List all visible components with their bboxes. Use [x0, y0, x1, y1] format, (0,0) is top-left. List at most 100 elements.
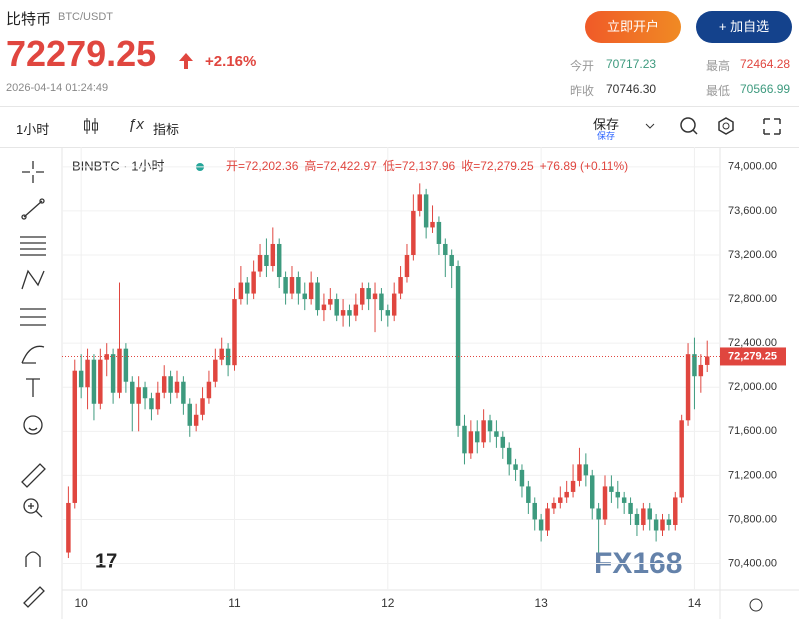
- candle-body: [455, 266, 461, 426]
- candle-body: [72, 370, 78, 503]
- candle-body: [481, 420, 486, 443]
- toolbar-icons: [645, 117, 781, 135]
- candle-body: [366, 288, 371, 300]
- open-account-button[interactable]: 立即开户: [585, 11, 681, 43]
- indicator-icon[interactable]: ƒx: [128, 116, 144, 133]
- candle-body: [315, 282, 320, 311]
- candle-body: [462, 425, 467, 454]
- candle-body: [513, 464, 518, 470]
- candle-body: [264, 254, 269, 267]
- chart-title: BINBTC · 1小时: [72, 158, 164, 173]
- candle-body: [468, 431, 474, 454]
- candle-body: [583, 464, 589, 476]
- candle-body: [117, 348, 122, 393]
- candle-body: [98, 359, 103, 404]
- drawing-tools: [20, 161, 46, 608]
- candle-body: [289, 277, 295, 294]
- candle-body: [506, 447, 512, 465]
- y-tick-label: 71,200.00: [728, 469, 777, 481]
- candle-body: [634, 513, 640, 525]
- candle-body: [443, 243, 448, 255]
- asset-symbol: BTC/USDT: [58, 11, 113, 23]
- candle-body: [423, 194, 429, 228]
- candle-body: [487, 420, 493, 432]
- candle-body: [85, 359, 90, 388]
- candle-body: [174, 381, 180, 393]
- stat-value: 70717.23: [606, 57, 657, 71]
- candle-body: [161, 376, 167, 393]
- y-tick-label: 74,000.00: [728, 161, 777, 173]
- price: 72279.25: [6, 33, 157, 74]
- candle-body: [296, 277, 301, 294]
- candle-body: [308, 282, 314, 300]
- price-change: +2.16%: [205, 53, 257, 70]
- ohlc-value: 低=72,137.96: [383, 159, 456, 173]
- save-button[interactable]: 保存: [593, 117, 620, 132]
- candle-body: [232, 299, 237, 366]
- stat-label: 今开: [570, 59, 595, 73]
- current-price-tag: [720, 347, 786, 366]
- candle-body: [340, 310, 346, 316]
- candle-body: [615, 491, 621, 498]
- candle-body: [641, 508, 646, 525]
- add-watch-button[interactable]: + 加自选: [696, 11, 792, 43]
- candle-body: [270, 243, 276, 267]
- candle-body: [200, 398, 205, 415]
- candle-body: [66, 502, 71, 553]
- candle-body: [181, 381, 186, 404]
- candle-body: [123, 348, 129, 382]
- chart-type-icon[interactable]: [82, 116, 100, 136]
- candle-body: [334, 299, 339, 316]
- x-tick-label: 13: [534, 596, 548, 610]
- candle-body: [602, 486, 608, 520]
- y-tick-label: 71,600.00: [728, 425, 777, 437]
- x-tick-label: 12: [381, 596, 395, 610]
- indicators-button[interactable]: 指标: [153, 122, 180, 137]
- candle-body: [628, 502, 633, 514]
- y-tick-label: 73,600.00: [728, 205, 777, 217]
- candle-body: [245, 282, 250, 294]
- y-tick-label: 72,400.00: [728, 337, 777, 349]
- settings-icon[interactable]: [749, 598, 763, 612]
- candle-body: [404, 254, 410, 278]
- candle-body: [130, 381, 135, 404]
- candle-body: [187, 403, 193, 426]
- candle-body: [398, 277, 403, 294]
- candle-body: [168, 376, 173, 393]
- candle-body: [621, 497, 627, 503]
- candle-body: [347, 310, 352, 316]
- candle-body: [698, 364, 704, 377]
- candle-body: [609, 486, 614, 492]
- candle-body: [321, 304, 327, 311]
- candle-body: [666, 519, 672, 525]
- candle-body: [577, 464, 582, 481]
- stat-value: 72464.28: [740, 57, 791, 71]
- candle-body: [692, 354, 697, 377]
- candle-body: [219, 348, 224, 360]
- candle-body: [449, 254, 454, 267]
- candle-body: [155, 392, 161, 410]
- candle-body: [570, 480, 576, 492]
- candle-body: [110, 354, 116, 393]
- candle-body: [532, 502, 537, 520]
- candle-body: [538, 519, 544, 531]
- candle-body: [213, 359, 218, 382]
- candle-body: [104, 354, 109, 360]
- candle-body: [251, 271, 256, 294]
- candle-body: [193, 414, 199, 426]
- x-tick-label: 11: [228, 596, 241, 610]
- up-arrow: [179, 53, 193, 69]
- y-tick-label: 70,400.00: [728, 557, 777, 569]
- candle-body: [417, 194, 422, 211]
- timestamp: 2026-04-14 01:24:49: [6, 82, 109, 94]
- candle-body: [653, 519, 659, 531]
- ohlc-value: 开=72,202.36: [226, 159, 299, 173]
- asset-name: 比特币: [6, 11, 52, 28]
- candle-body: [379, 293, 384, 311]
- candle-body: [302, 293, 307, 300]
- candle-body: [353, 304, 359, 316]
- candle-body: [494, 431, 499, 437]
- interval-button[interactable]: 1小时: [16, 122, 50, 137]
- candle-body: [206, 381, 212, 399]
